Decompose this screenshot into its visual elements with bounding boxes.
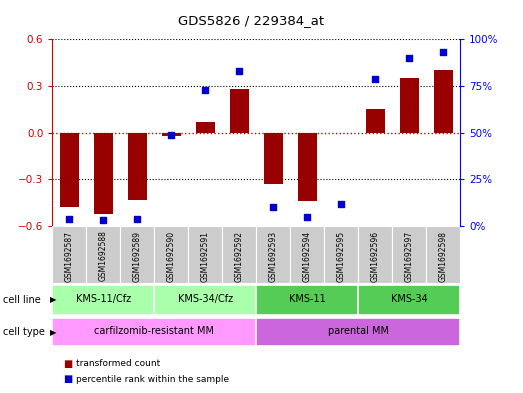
Bar [324, 226, 358, 283]
Bar [94, 132, 112, 213]
Text: GSM1692596: GSM1692596 [371, 231, 380, 282]
Point [303, 213, 311, 220]
Text: GSM1692591: GSM1692591 [201, 231, 210, 281]
Point [167, 131, 175, 138]
Bar [120, 226, 154, 283]
Text: transformed count: transformed count [76, 359, 160, 368]
Bar [188, 226, 222, 283]
Bar [400, 78, 418, 132]
Bar [256, 285, 358, 315]
Text: GSM1692592: GSM1692592 [235, 231, 244, 281]
Text: cell type: cell type [3, 327, 44, 337]
Bar [366, 109, 384, 132]
Bar [256, 318, 460, 346]
Bar [392, 226, 426, 283]
Text: KMS-11/Cfz: KMS-11/Cfz [76, 294, 131, 304]
Text: percentile rank within the sample: percentile rank within the sample [76, 375, 229, 384]
Bar [162, 132, 180, 136]
Bar [222, 226, 256, 283]
Point [99, 217, 108, 224]
Text: ■: ■ [63, 358, 72, 369]
Point [405, 55, 413, 61]
Bar [230, 89, 248, 132]
Bar [154, 226, 188, 283]
Text: ▶: ▶ [50, 328, 56, 336]
Bar [358, 285, 460, 315]
Text: KMS-34/Cfz: KMS-34/Cfz [178, 294, 233, 304]
Text: GSM1692598: GSM1692598 [439, 231, 448, 281]
Bar [52, 285, 154, 315]
Bar [52, 318, 256, 346]
Bar [154, 285, 256, 315]
Text: GDS5826 / 229384_at: GDS5826 / 229384_at [178, 14, 324, 27]
Text: cell line: cell line [3, 295, 40, 305]
Bar [264, 132, 282, 184]
Point [371, 75, 379, 82]
Bar [256, 226, 290, 283]
Bar [60, 132, 78, 208]
Bar [434, 70, 452, 132]
Bar [128, 132, 146, 200]
Text: GSM1692588: GSM1692588 [99, 231, 108, 281]
Text: ▶: ▶ [50, 295, 56, 304]
Bar [52, 226, 86, 283]
Point [269, 204, 277, 211]
Bar [86, 226, 120, 283]
Text: GSM1692594: GSM1692594 [303, 231, 312, 282]
Text: GSM1692589: GSM1692589 [133, 231, 142, 281]
Point [65, 215, 73, 222]
Bar [196, 122, 214, 132]
Text: GSM1692595: GSM1692595 [337, 231, 346, 282]
Text: carfilzomib-resistant MM: carfilzomib-resistant MM [94, 327, 214, 336]
Text: GSM1692590: GSM1692590 [167, 231, 176, 282]
Point [201, 86, 209, 93]
Bar [298, 132, 316, 201]
Bar [426, 226, 460, 283]
Point [439, 49, 447, 55]
Point [235, 68, 243, 74]
Text: parental MM: parental MM [328, 327, 389, 336]
Text: ■: ■ [63, 374, 72, 384]
Bar [358, 226, 392, 283]
Bar [290, 226, 324, 283]
Text: KMS-34: KMS-34 [391, 294, 428, 304]
Point [337, 200, 345, 207]
Text: GSM1692593: GSM1692593 [269, 231, 278, 282]
Text: GSM1692597: GSM1692597 [405, 231, 414, 282]
Text: KMS-11: KMS-11 [289, 294, 326, 304]
Text: GSM1692587: GSM1692587 [65, 231, 74, 281]
Point [133, 215, 141, 222]
